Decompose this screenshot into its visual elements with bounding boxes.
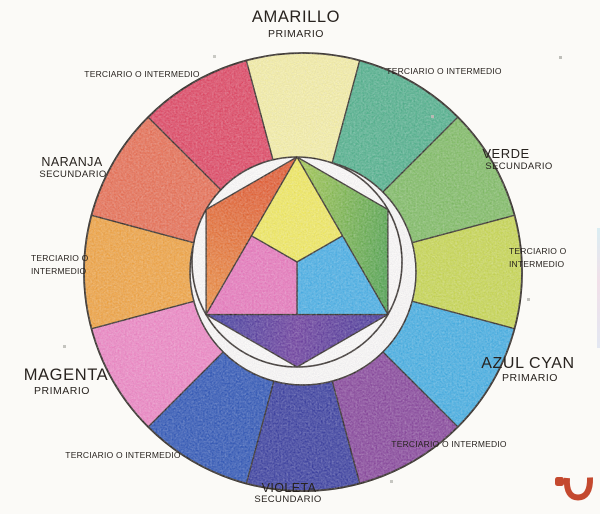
- label-violeta-tone: SECUNDARIO: [254, 494, 322, 505]
- crayon-texture-dark: [83, 52, 523, 492]
- scan-specks: [0, 0, 1, 1]
- brand-mark-bowl: [563, 477, 594, 501]
- label-terciario-right-line2: INTERMEDIO: [509, 258, 565, 269]
- label-terciario-left-line1: TERCIARIO O: [31, 253, 89, 263]
- label-terciario-bottom-right: TERCIARIO O INTERMEDIO: [391, 439, 507, 449]
- scan-edge-artifact: [597, 228, 600, 348]
- brand-mark-icon: [555, 477, 594, 501]
- label-naranja-tone: SECUNDARIO: [39, 169, 107, 180]
- label-naranja: NARANJA: [41, 155, 103, 169]
- label-terciario-right-line1: TERCIARIO O: [509, 246, 567, 256]
- label-amarillo: AMARILLO: [251, 8, 341, 26]
- label-amarillo-tone: PRIMARIO: [268, 28, 324, 40]
- label-terciario-left-line2: INTERMEDIO: [31, 265, 87, 276]
- label-terciario-right: TERCIARIO O INTERMEDIO: [509, 245, 566, 270]
- label-terciario-bottom-left: TERCIARIO O INTERMEDIO: [65, 450, 181, 460]
- label-azul-cyan: AZUL CYAN: [481, 355, 575, 372]
- label-azul-cyan-tone: PRIMARIO: [502, 372, 558, 384]
- label-magenta-tone: PRIMARIO: [34, 385, 90, 397]
- label-magenta: MAGENTA: [23, 366, 109, 384]
- label-terciario-top-right: TERCIARIO O INTERMEDIO: [386, 66, 502, 76]
- brand-mark-dot: [555, 477, 564, 486]
- label-verde: VERDE: [482, 146, 530, 161]
- label-verde-tone: SECUNDARIO: [485, 161, 553, 172]
- label-terciario-left: TERCIARIO O INTERMEDIO: [31, 252, 88, 277]
- label-terciario-top-left: TERCIARIO O INTERMEDIO: [84, 69, 200, 79]
- label-violeta: VIOLETA: [261, 481, 317, 495]
